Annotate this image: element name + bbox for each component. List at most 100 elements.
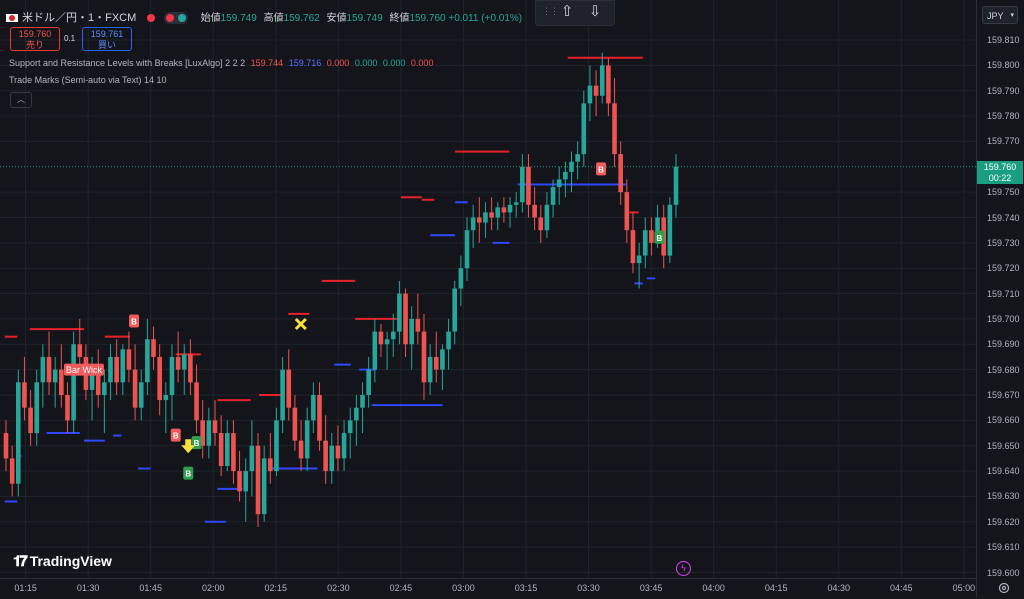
candle-body (261, 458, 267, 515)
candle-body (40, 356, 46, 383)
chart-area[interactable]: B B B B B B Bar Wick (0, 0, 976, 578)
down-arrow-marker (181, 439, 196, 454)
candle-body (452, 288, 458, 332)
currency-select[interactable]: JPY ▾ (982, 6, 1018, 24)
svg-text:B: B (185, 470, 191, 479)
candlestick-plot[interactable]: B B B B B B Bar Wick (0, 0, 976, 578)
candle-body (52, 369, 58, 383)
candle-body (335, 445, 341, 459)
candle-body (599, 65, 605, 96)
indicator-sr-value-1: 159.744 (250, 58, 284, 68)
candle-body (311, 395, 316, 421)
candle-body (145, 339, 150, 383)
candle-body (575, 154, 580, 162)
price-tick: 159.740 (987, 212, 1020, 223)
time-tick: 02:45 (389, 583, 413, 593)
candle-body (489, 212, 494, 218)
buy-button[interactable]: 159.761 買い (82, 27, 132, 51)
indicator-sr-value-4: 0.000 (354, 58, 378, 68)
candle-body (157, 356, 162, 401)
arrow-up-icon[interactable]: ⇧ (560, 3, 574, 20)
price-tick: 159.700 (987, 313, 1020, 324)
price-tick: 159.600 (987, 567, 1020, 578)
candle-body (354, 407, 359, 421)
candle-body (495, 207, 501, 218)
time-tick: 03:15 (514, 583, 538, 593)
high-value: 159.762 (283, 13, 320, 24)
close-value: 159.760 (409, 13, 446, 24)
indicator-sr-name: Support and Resistance Levels with Break… (9, 58, 246, 68)
candle-body (593, 85, 599, 96)
candle-body (3, 433, 9, 459)
arrow-down-icon[interactable]: ⇩ (588, 3, 602, 20)
buy-marker: B (654, 230, 665, 244)
candle-body (403, 293, 408, 345)
candle-body (397, 293, 402, 332)
candle-body (9, 458, 15, 484)
drag-handle-icon[interactable]: ⋮⋮ (542, 6, 559, 16)
price-axis[interactable]: 159.810 159.800 159.790 159.780 159.770 159.7… (976, 0, 1024, 598)
candle-body (341, 433, 347, 459)
open-value: 159.749 (220, 13, 257, 24)
price-tick: 159.670 (987, 390, 1020, 400)
svg-text:B: B (598, 165, 604, 174)
time-tick: 01:15 (14, 583, 37, 593)
price-tick: 159.770 (987, 136, 1020, 147)
candle-body (243, 471, 249, 492)
tv-logo-icon: 𝟏𝟕 (13, 553, 28, 570)
candle-body (433, 356, 439, 370)
candle-body (569, 161, 574, 172)
price-tick: 159.640 (987, 466, 1020, 477)
lightning-bolt-icon[interactable]: ϟ (676, 561, 691, 576)
candle-body (138, 382, 144, 408)
trade-toggle[interactable] (163, 12, 188, 25)
time-tick: 04:00 (702, 583, 725, 593)
sell-marker: B (170, 428, 181, 442)
candle-body (544, 204, 550, 231)
time-tick: 03:00 (452, 583, 475, 593)
price-tick: 159.660 (987, 415, 1020, 426)
time-tick: 04:45 (890, 583, 913, 593)
collapse-legend-button[interactable]: ︿ (10, 92, 32, 108)
open-label: 始値 (200, 13, 221, 24)
price-tick: 159.610 (987, 542, 1020, 553)
candle-body (532, 204, 537, 218)
symbol-title[interactable]: 米ドル／円・1・FXCM (22, 12, 137, 24)
time-tick: 01:45 (139, 583, 162, 593)
spread-value: 0.1 (64, 34, 76, 43)
chevron-up-icon: ︿ (17, 95, 25, 104)
sell-button[interactable]: 159.760 売り (10, 27, 60, 51)
price-tick: 159.730 (987, 237, 1020, 248)
low-value: 159.749 (346, 13, 383, 24)
sell-label: 売り (25, 40, 44, 50)
bar-wick-label-bg (63, 363, 104, 376)
candle-body (642, 230, 648, 256)
tradingview-logo[interactable]: 𝟏𝟕 TradingView (13, 553, 112, 570)
time-tick: 04:15 (764, 583, 788, 593)
market-status-icon (147, 14, 156, 23)
candle-body (384, 339, 390, 345)
candle-body (102, 382, 107, 395)
time-axis[interactable]: 01:15 01:30 01:45 02:00 02:15 02:30 02:45 03:00… (0, 578, 976, 599)
price-tick: 159.650 (987, 440, 1020, 451)
candle-body (181, 354, 187, 370)
candle-body (15, 382, 21, 484)
indicator-sr[interactable]: Support and Resistance Levels with Break… (9, 58, 433, 68)
candle-body (507, 204, 513, 213)
gear-icon[interactable] (998, 582, 1010, 594)
price-tick: 159.810 (987, 35, 1020, 45)
sell-marker: B (129, 314, 140, 328)
candle-body (655, 217, 660, 243)
candle-body (366, 369, 371, 395)
candle-body (89, 369, 95, 390)
usdjpy-flag-icon (6, 14, 18, 23)
indicator-trade-marks[interactable]: Trade Marks (Semi-auto via Text) 14 10 (9, 75, 167, 85)
buy-marker: B (183, 466, 194, 480)
candle-body (212, 420, 218, 434)
candle-body (304, 420, 310, 459)
candle-body (390, 331, 396, 340)
time-tick: 03:30 (577, 583, 600, 593)
price-tick: 159.680 (987, 364, 1020, 375)
time-tick: 04:30 (827, 583, 851, 593)
bar-countdown: 00:22 (988, 173, 1012, 183)
